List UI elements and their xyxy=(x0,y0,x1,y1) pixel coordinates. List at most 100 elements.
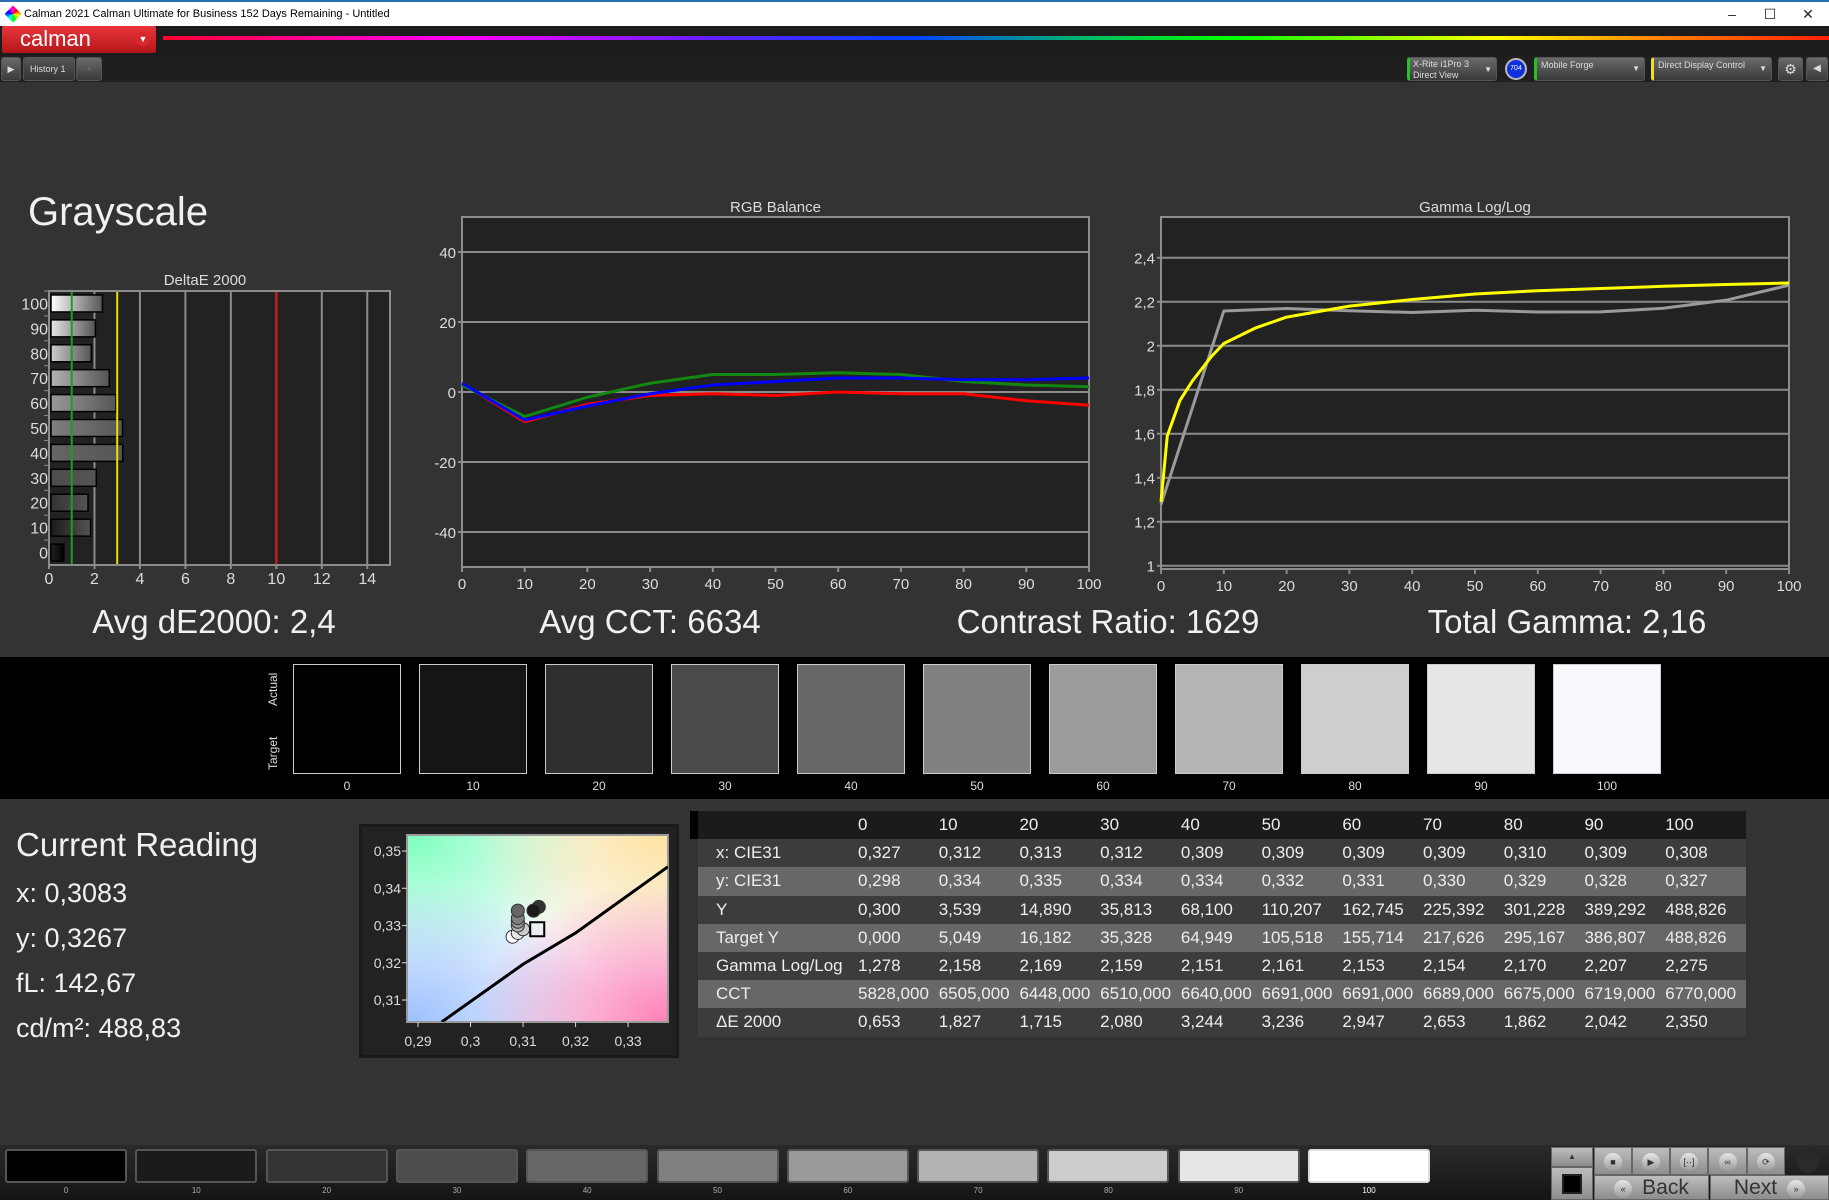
patch-select-button[interactable] xyxy=(265,1149,388,1183)
table-cell: 2,161 xyxy=(1261,956,1305,976)
y-tick-label: 0,33 xyxy=(374,918,401,934)
table-cell: 35,813 xyxy=(1100,899,1153,919)
patch-select-button[interactable] xyxy=(1308,1149,1430,1183)
collapse-left-icon[interactable]: ◀ xyxy=(1806,57,1828,81)
x-tick-label: 40 xyxy=(1404,578,1421,595)
calman-menu-button[interactable]: calman ▼ xyxy=(2,26,156,53)
y-tick-label: 50 xyxy=(30,421,48,438)
patch-swatch xyxy=(545,664,653,774)
y-tick-label: 20 xyxy=(30,496,48,513)
patch-select-button[interactable] xyxy=(395,1149,518,1183)
target-whitepoint-marker xyxy=(529,921,546,938)
patch-label: 20 xyxy=(592,779,606,793)
patch-select-button[interactable] xyxy=(656,1149,779,1183)
patch-select-label: 50 xyxy=(713,1186,722,1195)
table-row: ΔE 2000 0,653 1,827 1,715 2,080 3,244 3,236 2,9… xyxy=(690,1008,1746,1037)
table-cell: 6691,000 xyxy=(1261,984,1333,1004)
row-label: Target Y xyxy=(716,927,780,947)
table-row: Target Y 0,000 5,049 16,182 35,328 64,949 105,… xyxy=(690,923,1746,952)
deltae-bar xyxy=(50,493,89,512)
patch-select-button[interactable] xyxy=(135,1149,258,1183)
patch-swatch xyxy=(671,664,779,774)
y-tick-label: 40 xyxy=(439,245,456,262)
brand-bar xyxy=(0,26,1829,56)
loop-button[interactable]: ∞ xyxy=(1708,1147,1747,1175)
x-tick-label: 80 xyxy=(955,576,972,593)
source-name: Mobile Forge xyxy=(1541,60,1594,70)
maximize-button[interactable]: ☐ xyxy=(1763,6,1777,22)
column-header: 50 xyxy=(1261,815,1281,835)
patch-select-button[interactable] xyxy=(1177,1149,1300,1183)
x-tick-label: 20 xyxy=(1278,578,1295,595)
refresh-button[interactable]: ⟳ xyxy=(1747,1147,1785,1175)
settings-gear-icon[interactable]: ⚙ xyxy=(1778,57,1803,81)
play-arrow-icon[interactable]: ▶ xyxy=(1,57,21,81)
x-tick-label: 70 xyxy=(1592,578,1609,595)
y-tick-label: 60 xyxy=(30,396,48,413)
meter-mode: Direct View xyxy=(1413,70,1459,80)
x-tick-label: 0,31 xyxy=(509,1033,536,1049)
x-tick-label: 50 xyxy=(1467,578,1484,595)
table-header-row: 0 10 20 30 40 50 60 70 80 90 100 xyxy=(690,811,1746,840)
gamma-plot-area xyxy=(1160,216,1790,570)
reading-x: x: 0,3083 xyxy=(16,878,128,908)
table-cell: 2,159 xyxy=(1100,956,1143,976)
minimize-button[interactable]: – xyxy=(1728,6,1736,22)
meter-selector[interactable]: X-Rite i1Pro 3 Direct View ▼ xyxy=(1407,57,1497,81)
meter-badge[interactable]: 704 xyxy=(1505,58,1527,80)
row-marker xyxy=(690,839,698,868)
display-name: Direct Display Control xyxy=(1658,60,1746,70)
patch-select-button[interactable] xyxy=(526,1149,649,1183)
table-cell: 2,158 xyxy=(938,956,982,976)
row-marker xyxy=(690,1008,698,1037)
play-button[interactable]: ▶ xyxy=(1632,1147,1670,1175)
patch-select-button[interactable] xyxy=(1047,1149,1170,1183)
next-label: Next xyxy=(1733,1176,1778,1199)
stop-button[interactable]: ■ xyxy=(1594,1147,1632,1175)
measured-point xyxy=(510,903,525,918)
row-label: Gamma Log/Log xyxy=(716,956,843,976)
x-tick-label: 2 xyxy=(90,571,99,588)
measured-point xyxy=(526,903,541,918)
table-cell: 0,327 xyxy=(1665,871,1708,891)
close-button[interactable]: ✕ xyxy=(1802,6,1814,22)
back-label: Back xyxy=(1642,1176,1689,1199)
rgb-series-line xyxy=(461,371,1090,418)
table-cell: 389,292 xyxy=(1584,899,1646,919)
table-cell: 225,392 xyxy=(1423,899,1485,919)
row-label: y: CIE31 xyxy=(716,871,782,891)
y-tick-label: 70 xyxy=(30,371,48,388)
next-button[interactable]: Next » xyxy=(1710,1175,1829,1200)
reading-y: y: 0,3267 xyxy=(16,923,128,953)
range-button[interactable]: [··] xyxy=(1670,1147,1708,1175)
patch-select-label: 0 xyxy=(63,1186,69,1195)
scroll-up-button[interactable]: ▲ xyxy=(1551,1147,1593,1167)
table-cell: 16,182 xyxy=(1019,927,1072,947)
stop-measure-button[interactable] xyxy=(1551,1167,1593,1200)
cie-plot-border xyxy=(406,834,669,1023)
source-selector[interactable]: Mobile Forge ▼ xyxy=(1534,57,1645,81)
table-row: x: CIE31 0,327 0,312 0,313 0,312 0,309 0,309 0,… xyxy=(690,839,1746,868)
table-cell: 2,151 xyxy=(1180,956,1224,976)
back-button[interactable]: « Back xyxy=(1594,1175,1709,1200)
x-tick-label: 10 xyxy=(267,571,285,588)
column-header: 100 xyxy=(1665,815,1694,835)
display-selector[interactable]: Direct Display Control ▼ xyxy=(1651,57,1772,81)
y-tick-label: 0,31 xyxy=(374,992,401,1008)
chevron-down-icon: ▼ xyxy=(1759,64,1767,73)
x-tick-label: 6 xyxy=(181,571,190,588)
patch-select-button[interactable] xyxy=(5,1149,127,1183)
patch-select-label: 80 xyxy=(1103,1186,1113,1195)
tab-history-1[interactable]: History 1 xyxy=(23,57,75,81)
patch-select-button[interactable] xyxy=(786,1149,909,1183)
patch-label: 10 xyxy=(466,779,480,793)
table-cell: 0,298 xyxy=(858,871,901,891)
table-cell: 6640,000 xyxy=(1180,984,1252,1004)
add-tab-button[interactable]: + xyxy=(76,57,102,81)
patch-select-button[interactable] xyxy=(917,1149,1040,1183)
x-tick-label: 20 xyxy=(579,576,596,593)
gamma-series-line xyxy=(1159,281,1790,503)
table-cell: 0,313 xyxy=(1019,843,1062,863)
planckian-locus-line xyxy=(440,865,668,1022)
page-title: Grayscale xyxy=(28,190,209,234)
